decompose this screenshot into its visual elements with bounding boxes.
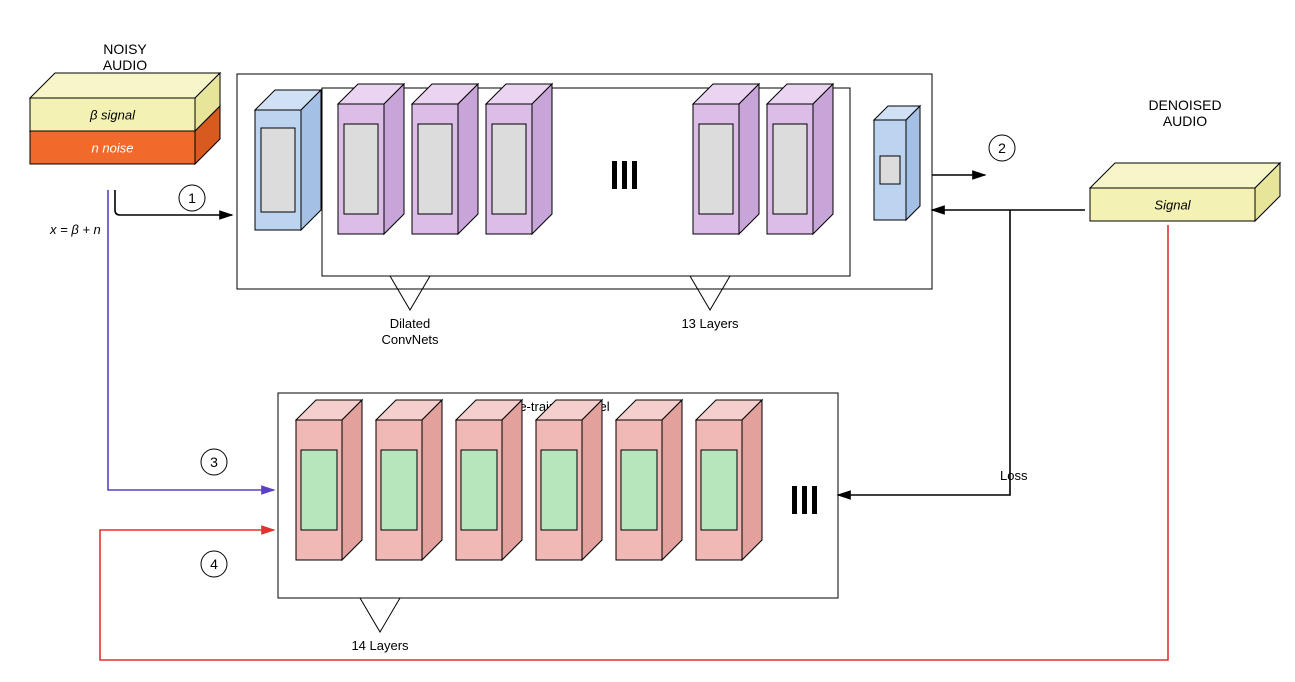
loss-label: Loss	[1000, 468, 1028, 483]
denoised-title-2: AUDIO	[1163, 113, 1207, 129]
circ-3-label: 3	[210, 454, 218, 470]
circ-2-label: 2	[998, 140, 1006, 156]
callout-14layers	[360, 598, 400, 632]
arrow-loss	[838, 210, 1010, 495]
layers13-label: 13 Layers	[681, 316, 739, 331]
dilated-label-1: Dilated	[390, 316, 430, 331]
pink-block-2	[376, 400, 442, 560]
purple-block-2	[412, 84, 478, 234]
callout-dilated	[390, 276, 430, 310]
purple-block-3	[486, 84, 552, 234]
circ-4-label: 4	[210, 556, 218, 572]
arrow-1	[115, 190, 232, 215]
noisy-title-2: AUDIO	[103, 57, 147, 73]
beta-signal-label: β signal	[89, 108, 136, 123]
ellipsis-bar	[802, 486, 807, 514]
ellipsis-bar	[812, 486, 817, 514]
blue-block-1	[255, 90, 321, 230]
purple-block-1	[338, 84, 404, 234]
pink-block-5	[616, 400, 682, 560]
ellipsis-bar	[632, 161, 637, 189]
pink-block-3	[456, 400, 522, 560]
pink-block-4	[536, 400, 602, 560]
pink-block-6	[696, 400, 762, 560]
blue-block-2	[874, 106, 920, 220]
signal-label: Signal	[1154, 198, 1191, 213]
layers14-label: 14 Layers	[351, 638, 409, 653]
ellipsis-bar	[622, 161, 627, 189]
callout-13layers	[690, 276, 730, 310]
arrow-3	[108, 190, 274, 490]
n-noise-label: n noise	[92, 141, 134, 156]
diagram-canvas: NOISYAUDIOβ signaln noisex = β + nDilate…	[0, 0, 1295, 682]
purple-block-5	[767, 84, 833, 234]
circ-1-label: 1	[188, 190, 196, 206]
x-equation: x = β + n	[49, 222, 101, 237]
noisy-title-1: NOISY	[103, 41, 147, 57]
purple-block-4	[693, 84, 759, 234]
pink-block-1	[296, 400, 362, 560]
ellipsis-bar	[792, 486, 797, 514]
dilated-label-2: ConvNets	[381, 332, 439, 347]
denoised-title-1: DENOISED	[1148, 97, 1221, 113]
ellipsis-bar	[612, 161, 617, 189]
